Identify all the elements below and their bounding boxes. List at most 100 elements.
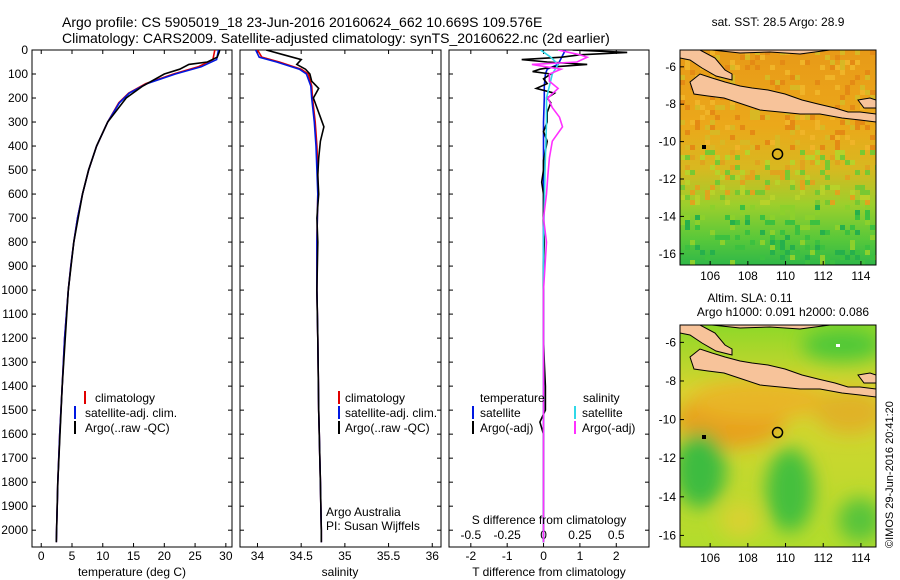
- sst-pixel: [695, 120, 700, 125]
- sst-pixel: [755, 65, 760, 70]
- sst-pixel: [745, 215, 750, 220]
- sst-pixel: [820, 260, 825, 265]
- institution-annotation: Argo Australia: [326, 505, 401, 519]
- island-marker: [836, 344, 840, 347]
- sst-pixel: [695, 105, 700, 110]
- sst-pixel: [830, 260, 835, 265]
- sst-pixel: [825, 185, 830, 190]
- sst-pixel: [805, 60, 810, 65]
- sst-pixel: [850, 245, 855, 250]
- sst-pixel: [770, 80, 775, 85]
- sst-pixel: [730, 165, 735, 170]
- sst-pixel: [865, 250, 870, 255]
- sst-pixel: [840, 250, 845, 255]
- sst-pixel: [790, 210, 795, 215]
- salinity-axis-label: salinity: [322, 565, 359, 579]
- sst-pixel: [805, 255, 810, 260]
- sst-pixel: [720, 195, 725, 200]
- legend-label-s-satellite: satellite: [582, 406, 623, 420]
- sst-pixel: [740, 205, 745, 210]
- sst-pixel: [835, 145, 840, 150]
- sst-pixel: [810, 220, 815, 225]
- sst-pixel: [740, 245, 745, 250]
- depth-tick-label: 1400: [1, 379, 28, 393]
- lon-tick-label: 114: [851, 551, 870, 565]
- sst-pixel: [760, 55, 765, 60]
- sst-pixel: [800, 130, 805, 135]
- sst-pixel: [800, 85, 805, 90]
- sst-pixel: [805, 225, 810, 230]
- sst-pixel: [790, 125, 795, 130]
- sst-pixel: [865, 245, 870, 250]
- sla-anomaly: [838, 498, 876, 542]
- sst-pixel: [710, 185, 715, 190]
- sst-pixel: [845, 255, 850, 260]
- sst-pixel: [710, 250, 715, 255]
- sst-pixel: [850, 65, 855, 70]
- sst-pixel: [690, 200, 695, 205]
- sst-pixel: [840, 255, 845, 260]
- sst-pixel: [810, 160, 815, 165]
- sst-pixel: [715, 115, 720, 120]
- sst-pixel: [685, 180, 690, 185]
- sst-pixel: [855, 200, 860, 205]
- sst-pixel: [855, 250, 860, 255]
- sst-pixel: [690, 155, 695, 160]
- sla-map-subtitle: Argo h1000: 0.091 h2000: 0.086: [697, 305, 869, 319]
- sst-pixel: [680, 120, 685, 125]
- sst-pixel: [830, 115, 835, 120]
- legend-label-satellite: satellite-adj. clim.: [345, 406, 437, 420]
- sst-pixel: [740, 170, 745, 175]
- sst-pixel: [685, 170, 690, 175]
- sst-map-frame: [679, 49, 877, 266]
- sst-pixel: [745, 65, 750, 70]
- sst-pixel: [725, 215, 730, 220]
- lon-tick-label: 112: [814, 551, 833, 565]
- sst-pixel: [775, 135, 780, 140]
- legend-label-satellite: satellite-adj. clim.: [85, 406, 177, 420]
- sst-pixel: [735, 220, 740, 225]
- sst-pixel: [830, 200, 835, 205]
- sst-pixel: [750, 205, 755, 210]
- sst-pixel: [710, 110, 715, 115]
- sst-pixel: [770, 215, 775, 220]
- sst-pixel: [785, 235, 790, 240]
- sst-pixel: [750, 145, 755, 150]
- sst-pixel: [815, 240, 820, 245]
- sst-pixel: [795, 195, 800, 200]
- sst-pixel: [780, 250, 785, 255]
- sst-pixel: [815, 160, 820, 165]
- sst-pixel: [840, 100, 845, 105]
- sst-pixel: [795, 250, 800, 255]
- sst-pixel: [770, 235, 775, 240]
- sst-pixel: [695, 245, 700, 250]
- series-line-argo-raw-qc-: [265, 50, 325, 543]
- depth-tick-label: 400: [8, 139, 28, 153]
- sst-pixel: [760, 255, 765, 260]
- sst-pixel: [725, 125, 730, 130]
- sst-pixel: [835, 190, 840, 195]
- sst-pixel: [860, 195, 865, 200]
- figure-subtitle: Climatology: CARS2009. Satellite-adjuste…: [62, 30, 610, 46]
- sst-pixel: [760, 230, 765, 235]
- argo-float-position-sla: [771, 426, 784, 439]
- sst-pixel: [815, 220, 820, 225]
- sst-pixel: [755, 115, 760, 120]
- sst-pixel: [845, 205, 850, 210]
- sst-pixel: [785, 170, 790, 175]
- lat-tick-label: -8: [665, 374, 676, 388]
- sst-pixel: [860, 105, 865, 110]
- sst-pixel: [805, 215, 810, 220]
- sst-pixel: [860, 120, 865, 125]
- sst-pixel: [810, 145, 815, 150]
- sst-pixel: [825, 165, 830, 170]
- sst-pixel: [730, 100, 735, 105]
- sst-pixel: [795, 85, 800, 90]
- sst-pixel: [725, 190, 730, 195]
- x-tick-label: 35.5: [377, 549, 401, 563]
- salinity-plot-frame: [239, 49, 442, 548]
- sst-pixel: [775, 170, 780, 175]
- depth-tick-label: 300: [8, 115, 28, 129]
- sst-pixel: [860, 185, 865, 190]
- sst-pixel: [780, 205, 785, 210]
